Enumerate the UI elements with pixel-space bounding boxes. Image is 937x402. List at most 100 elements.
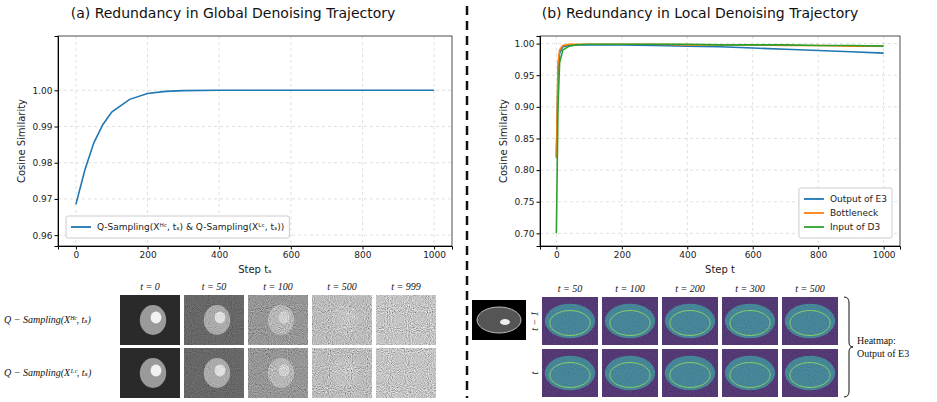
- image-tile: [312, 348, 372, 398]
- y-tick-label: 0.90: [514, 102, 534, 112]
- y-tick: 0.75: [514, 197, 540, 207]
- x-tick-label: 0: [74, 250, 80, 260]
- column-label: t = 50: [558, 283, 583, 294]
- y-tick-label: 0.99: [32, 122, 52, 132]
- x-tick: 1000: [873, 246, 896, 260]
- x-tick: 400: [211, 246, 228, 260]
- heatmap-noise: [782, 297, 838, 345]
- legend-label: Input of D3: [830, 222, 880, 232]
- heatmap-tile: [722, 349, 778, 397]
- image-tile: [376, 348, 436, 398]
- plot-lines: [76, 90, 434, 204]
- image-grid: t = 0t = 50t = 100t = 500t = 999Q − Samp…: [4, 281, 436, 398]
- image-structure: [140, 305, 166, 335]
- grid-line-y: [58, 126, 452, 127]
- heatmap-noise: [782, 349, 838, 397]
- row-label: t: [529, 371, 540, 374]
- heatmap-tile: [542, 297, 598, 345]
- row-label: Q − Sampling(Xᴴᶜ, tₛ): [4, 314, 92, 326]
- image-tile: [120, 348, 180, 398]
- y-tick: 1.00: [514, 39, 540, 49]
- grid-line-x: [147, 36, 148, 246]
- heatmap-background: [782, 349, 838, 397]
- y-axis: 0.70 0.75 0.80 0.85 0.90 0.95 1.00: [514, 37, 540, 247]
- grid-line-y: [540, 170, 900, 171]
- y-tick: 0.70: [514, 229, 540, 239]
- heatmap-tile: [782, 297, 838, 345]
- grid-line-x: [687, 36, 688, 246]
- x-tick-label: 1000: [423, 250, 446, 260]
- y-tick-mark: [55, 90, 59, 91]
- x-tick: 1000: [423, 246, 446, 260]
- brace: [844, 297, 853, 397]
- heatmap-noise: [662, 297, 718, 345]
- image-noise: [376, 348, 436, 398]
- legend-label: Output of E3: [830, 194, 887, 204]
- x-axis-title: Step t: [705, 264, 735, 275]
- column-label: t = 500: [795, 283, 825, 294]
- column-label: t = 100: [263, 281, 293, 292]
- heatmap-tile: [722, 297, 778, 345]
- image-noise: [248, 295, 308, 345]
- heatmap-background: [542, 297, 598, 345]
- y-tick-mark: [537, 138, 541, 139]
- y-tick-label: 1.00: [32, 86, 52, 96]
- y-tick: 0.80: [514, 165, 540, 175]
- image-tile: [248, 295, 308, 345]
- y-tick: 0.99: [32, 122, 58, 132]
- x-tick: 200: [139, 246, 156, 260]
- x-tick-label: 0: [554, 250, 560, 260]
- column-label: t = 0: [140, 281, 160, 292]
- heatmap-background: [602, 349, 658, 397]
- heatmap-background: [542, 349, 598, 397]
- heatmap-tile: [782, 349, 838, 397]
- x-tick-label: 400: [211, 250, 228, 260]
- y-tick-mark: [537, 202, 541, 203]
- y-tick-mark: [537, 44, 541, 45]
- x-tick: 800: [354, 246, 371, 260]
- y-tick: 0.95: [514, 71, 540, 81]
- y-tick-label: 0.70: [514, 229, 534, 239]
- grid: [540, 36, 900, 246]
- heatmap-background: [722, 349, 778, 397]
- y-axis-line: [537, 37, 541, 247]
- y-tick-label: 1.00: [514, 39, 534, 49]
- thumbnail: [472, 300, 526, 340]
- grid-line-x: [752, 36, 753, 246]
- series-line: [76, 90, 434, 204]
- legend: Output of E3 Bottleneck Input of D3: [799, 188, 892, 238]
- grid-line-x: [621, 36, 622, 246]
- image-background: [120, 295, 180, 345]
- image-noise: [312, 348, 372, 398]
- y-tick-mark: [55, 163, 59, 164]
- heatmap-noise: [602, 349, 658, 397]
- y-tick-label: 0.98: [32, 158, 52, 168]
- image-tile: [184, 348, 244, 398]
- y-tick: 0.96: [32, 231, 58, 241]
- y-tick: 0.85: [514, 134, 540, 144]
- x-axis: 02004006008001000: [541, 246, 901, 260]
- panel-title: (b) Redundancy in Local Denoising Trajec…: [542, 5, 859, 21]
- image-grid: t = 50t = 100t = 200t = 300t = 500t − 1t…: [472, 283, 909, 397]
- grid-line-x: [75, 36, 76, 246]
- legend: Q-Sampling(Xᴴᶜ, tₛ) & Q-Sampling(Xᴸᶜ, tₛ…: [66, 216, 289, 238]
- heatmap-noise: [722, 349, 778, 397]
- column-label: t = 500: [327, 281, 357, 292]
- heatmap-background: [602, 297, 658, 345]
- x-tick: 400: [679, 246, 696, 260]
- image-background: [184, 295, 244, 345]
- image-tile: [312, 295, 372, 345]
- y-tick-label: 0.96: [32, 231, 52, 241]
- image-tile: [248, 348, 308, 398]
- y-tick-mark: [55, 127, 59, 128]
- image-structure: [140, 358, 166, 388]
- row-label: Q − Sampling(Xᴸᶜ, tₛ): [4, 367, 92, 379]
- legend-swatch: [804, 226, 824, 228]
- annotation: Output of E3: [857, 348, 909, 359]
- y-tick: 0.97: [32, 194, 58, 204]
- image-tile: [120, 295, 180, 345]
- heatmap-noise: [722, 297, 778, 345]
- legend-label: Bottleneck: [830, 208, 879, 218]
- y-axis: 0.96 0.97 0.98 0.99 1.00: [32, 37, 58, 247]
- image-background: [248, 295, 308, 345]
